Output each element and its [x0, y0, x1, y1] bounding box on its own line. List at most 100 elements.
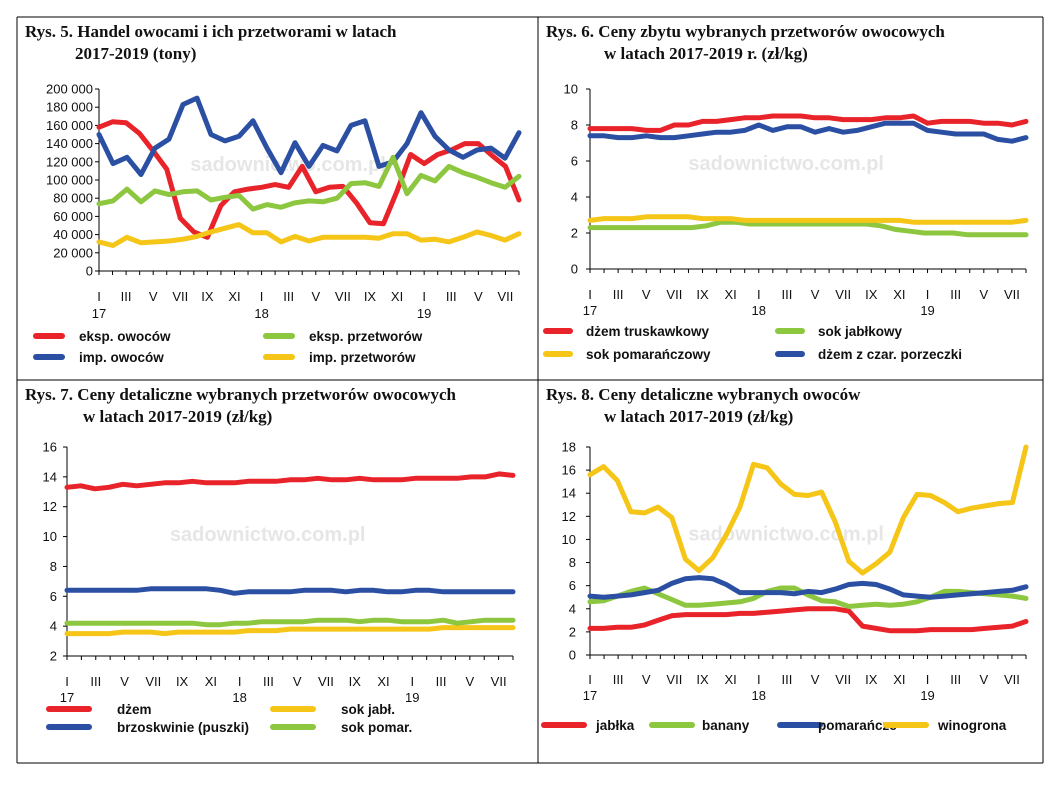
y-tick-label: 180 000	[46, 100, 93, 115]
watermark: sadownictwo.com.pl	[170, 524, 366, 546]
chart-title-line1: Rys. 6. Ceny zbytu wybranych przetworów …	[546, 22, 945, 41]
chart-title: Rys. 5. Handel owocami i ich przetworami…	[25, 21, 396, 65]
x-tick-label: XI	[228, 289, 240, 304]
y-tick-label: 2	[50, 649, 57, 664]
x-tick-label: IX	[201, 289, 214, 304]
x-tick-label: V	[474, 289, 483, 304]
x-tick-label: VII	[491, 674, 507, 689]
x-tick-label: V	[979, 672, 988, 687]
x-tick-label: III	[613, 672, 624, 687]
x-tick-label: III	[950, 287, 961, 302]
y-tick-label: 6	[569, 578, 576, 593]
x-tick-label: VII	[1004, 672, 1020, 687]
series-line-3	[96, 222, 522, 248]
chart-title-line1: Rys. 7. Ceny detaliczne wybranych przetw…	[25, 385, 456, 404]
x-tick-label: XI	[893, 287, 905, 302]
y-tick-label: 100 000	[46, 173, 93, 188]
x-tick-label: VII	[497, 289, 513, 304]
legend-label: sok pomarańczowy	[586, 347, 711, 362]
y-tick-label: 2	[571, 226, 578, 241]
x-tick-label: VII	[666, 672, 682, 687]
x-tick-label: VII	[172, 289, 188, 304]
x-tick-label: V	[466, 674, 475, 689]
legend-label: imp. przetworów	[309, 350, 416, 365]
series-line-2	[587, 214, 1029, 225]
x-tick-label: III	[781, 287, 792, 302]
legend-label: eksp. owoców	[79, 329, 171, 344]
chart-title: Rys. 6. Ceny zbytu wybranych przetworów …	[546, 21, 945, 65]
legend-label: pomarańcze	[818, 718, 897, 733]
y-tick-label: 0	[571, 262, 578, 277]
x-tick-label: I	[422, 289, 426, 304]
x-tick-label: VII	[835, 672, 851, 687]
y-tick-label: 120 000	[46, 154, 93, 169]
x-tick-label: III	[781, 672, 792, 687]
x-tick-label: IX	[696, 287, 709, 302]
x-tick-label: VII	[145, 674, 161, 689]
x-tick-label: IX	[865, 672, 878, 687]
series-line-2	[96, 154, 522, 212]
legend-label: banany	[702, 718, 750, 733]
x-tick-label: I	[926, 287, 930, 302]
y-tick-label: 4	[569, 601, 576, 616]
x-tick-label: XI	[377, 674, 389, 689]
year-label: 19	[920, 688, 934, 703]
chart-plot: sadownictwo.com.pl 0 20 000 40 000 60 000 80 …	[33, 82, 522, 365]
series-line-0	[587, 606, 1029, 634]
x-tick-label: V	[120, 674, 129, 689]
x-tick-label: III	[613, 287, 624, 302]
chart-title: Rys. 8. Ceny detaliczne wybranych owoców…	[546, 384, 860, 428]
series-line-1	[96, 95, 522, 177]
legend-label: dżem z czar. porzeczki	[818, 347, 962, 362]
chart-title-line1: Rys. 8. Ceny detaliczne wybranych owoców	[546, 385, 861, 404]
watermark: sadownictwo.com.pl	[688, 524, 884, 546]
x-tick-label: V	[642, 287, 651, 302]
x-tick-label: III	[90, 674, 101, 689]
x-tick-label: I	[97, 289, 101, 304]
legend-label: dżem truskawkowy	[586, 324, 710, 339]
y-tick-label: 200 000	[46, 82, 93, 97]
y-tick-label: 8	[569, 555, 576, 570]
chart-title-line2: w latach 2017-2019 r. (zł/kg)	[604, 44, 808, 63]
y-tick-label: 6	[50, 589, 57, 604]
x-tick-label: V	[979, 287, 988, 302]
x-tick-label: III	[950, 672, 961, 687]
y-tick-label: 14	[43, 469, 57, 484]
chart-panel-rys7: Rys. 7. Ceny detaliczne wybranych przetw…	[17, 380, 538, 763]
y-tick-label: 0	[569, 648, 576, 663]
x-tick-label: V	[811, 287, 820, 302]
x-tick-label: VII	[1004, 287, 1020, 302]
series-line-1	[64, 586, 516, 596]
x-tick-label: III	[436, 674, 447, 689]
series-line-2	[587, 575, 1029, 600]
series-line-0	[587, 113, 1029, 133]
x-tick-label: I	[410, 674, 414, 689]
chart-title-line2: w latach 2017-2019 (zł/kg)	[604, 407, 794, 426]
x-tick-label: I	[926, 672, 930, 687]
legend-label: brzoskwinie (puszki)	[117, 720, 249, 735]
x-tick-label: I	[260, 289, 264, 304]
series-line-3	[587, 444, 1029, 576]
x-tick-label: XI	[724, 287, 736, 302]
y-tick-label: 12	[562, 509, 576, 524]
series-line-1	[587, 219, 1029, 238]
y-tick-label: 6	[571, 154, 578, 169]
x-tick-label: I	[757, 672, 761, 687]
y-tick-label: 140 000	[46, 136, 93, 151]
legend-label: eksp. przetworów	[309, 329, 423, 344]
year-label: 18	[254, 306, 268, 321]
series-line-2	[64, 625, 516, 637]
y-tick-label: 160 000	[46, 118, 93, 133]
x-tick-label: IX	[349, 674, 362, 689]
x-tick-label: XI	[205, 674, 217, 689]
series-line-3	[587, 120, 1029, 144]
x-tick-label: III	[283, 289, 294, 304]
x-tick-label: VII	[318, 674, 334, 689]
x-tick-label: XI	[724, 672, 736, 687]
chart-title: Rys. 7. Ceny detaliczne wybranych przetw…	[25, 384, 456, 428]
x-tick-label: V	[811, 672, 820, 687]
watermark: sadownictwo.com.pl	[190, 154, 386, 176]
x-tick-label: I	[757, 287, 761, 302]
year-label: 17	[92, 306, 106, 321]
